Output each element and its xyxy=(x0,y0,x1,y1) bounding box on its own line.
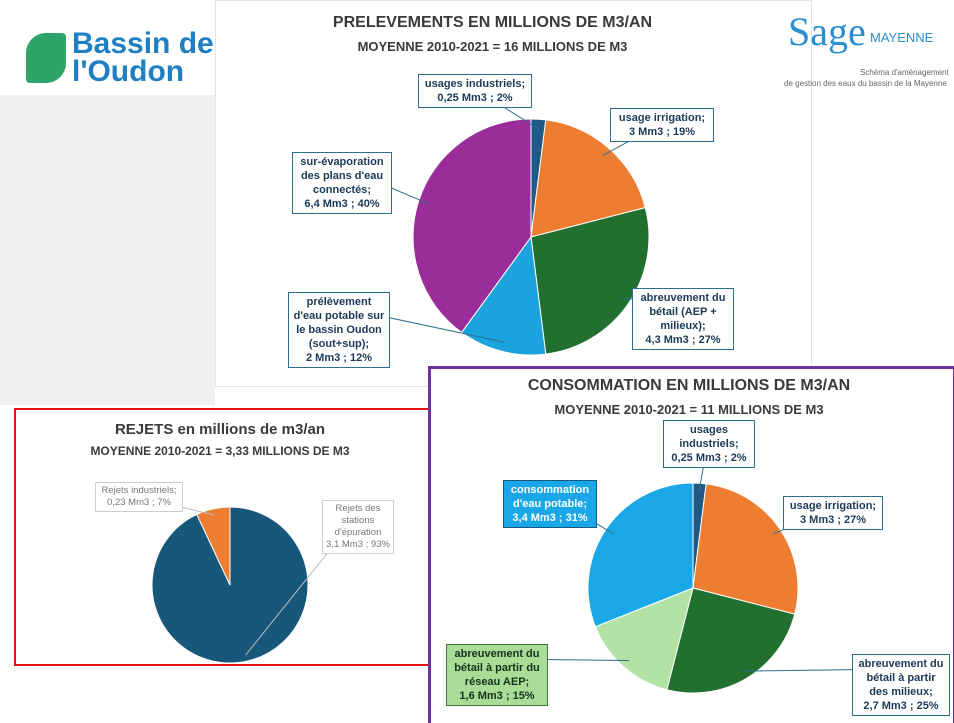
logo-oudon: Bassin de l'Oudon xyxy=(20,25,220,95)
chart-subtitle: MOYENNE 2010-2021 = 11 MILLIONS DE M3 xyxy=(554,402,824,417)
label-category: abreuvement du bétail à partir des milie… xyxy=(858,658,944,698)
logo-sage: Sage MAYENNE Schéma d'aménagement de ges… xyxy=(780,8,954,93)
data-label: abreuvement du bétail (AEP + milieux); 4,… xyxy=(632,288,734,350)
data-label: abreuvement du bétail à partir des milie… xyxy=(852,654,950,716)
label-value: 4,3 Mm3 ; 27% xyxy=(645,334,721,346)
pie-slice xyxy=(196,506,231,586)
chart-title: CONSOMMATION EN MILLIONS DE M3/AN xyxy=(527,377,851,394)
label-value: 0,23 Mm3 ; 7% xyxy=(107,497,171,508)
label-category: Rejets industriels; xyxy=(101,485,177,496)
pie-slice xyxy=(692,483,799,615)
pie-slice xyxy=(666,587,796,694)
pie-slice xyxy=(594,587,694,691)
label-value: 0,25 Mm3 ; 2% xyxy=(437,92,513,104)
label-category: prélèvement d'eau potable sur le bassin … xyxy=(293,296,385,350)
data-label: consommation d'eau potable; 3,4 Mm3 ; 31% xyxy=(503,480,597,528)
label-value: 1,6 Mm3 ; 15% xyxy=(459,690,535,702)
label-value: 3,4 Mm3 ; 31% xyxy=(512,512,588,524)
data-label: usage irrigation; 3 Mm3 ; 19% xyxy=(610,108,714,142)
pie-slice xyxy=(530,119,646,238)
label-category: abreuvement du bétail (AEP + milieux); xyxy=(640,292,726,332)
label-category: Rejets des stations d'épuration xyxy=(334,503,382,538)
data-label: Rejets industriels; 0,23 Mm3 ; 7% xyxy=(95,482,183,512)
logo-sage-line1: Schéma d'aménagement xyxy=(860,68,949,77)
background xyxy=(0,95,215,405)
label-value: 3 Mm3 ; 19% xyxy=(628,126,696,138)
logo-icon xyxy=(26,33,66,83)
pie-slice xyxy=(412,118,532,334)
data-label: Rejets des stations d'épuration 3,1 Mm3 ;… xyxy=(322,500,394,554)
label-value: 2,7 Mm3 ; 25% xyxy=(863,700,939,712)
label-category: usage irrigation; xyxy=(789,500,877,512)
logo-sage-line2: de gestion des eaux du bassin de la Maye… xyxy=(784,79,947,88)
label-category: usages industriels; xyxy=(679,424,739,450)
logo-line2: l'Oudon xyxy=(72,55,185,88)
label-category: sur-évaporation des plans d'eau connecté… xyxy=(300,156,384,196)
logo-line1: Bassin de xyxy=(72,27,214,60)
label-category: usages industriels; xyxy=(424,78,526,90)
pie-slice xyxy=(530,207,650,355)
data-label: abreuvement du bétail à partir du réseau… xyxy=(446,644,548,706)
data-label: usage irrigation; 3 Mm3 ; 27% xyxy=(783,496,883,530)
data-label: sur-évaporation des plans d'eau connecté… xyxy=(292,152,392,214)
chart-subtitle: MOYENNE 2010-2021 = 3,33 MILLIONS DE M3 xyxy=(90,444,350,458)
data-label: prélèvement d'eau potable sur le bassin … xyxy=(288,292,390,368)
chart-title: PRELEVEMENTS EN MILLIONS DE M3/AN xyxy=(332,14,653,31)
logo-sage-name: Sage xyxy=(788,9,866,54)
label-category: abreuvement du bétail à partir du réseau… xyxy=(454,648,540,688)
label-category: usage irrigation; xyxy=(618,112,706,124)
label-value: 2 Mm3 ; 12% xyxy=(305,352,373,364)
label-value: 6,4 Mm3 ; 40% xyxy=(304,198,380,210)
label-category: consommation d'eau potable; xyxy=(510,484,590,510)
data-label: usages industriels; 0,25 Mm3 ; 2% xyxy=(663,420,755,468)
logo-sage-sub: MAYENNE xyxy=(870,30,934,45)
label-value: 3 Mm3 ; 27% xyxy=(799,514,867,526)
chart-title: REJETS en millions de m3/an xyxy=(114,421,326,438)
label-value: 3,1 Mm3 ; 93% xyxy=(326,539,390,550)
label-value: 0,25 Mm3 ; 2% xyxy=(671,452,747,464)
data-label: usages industriels; 0,25 Mm3 ; 2% xyxy=(418,74,532,108)
chart-subtitle: MOYENNE 2010-2021 = 16 MILLIONS DE M3 xyxy=(357,39,628,54)
